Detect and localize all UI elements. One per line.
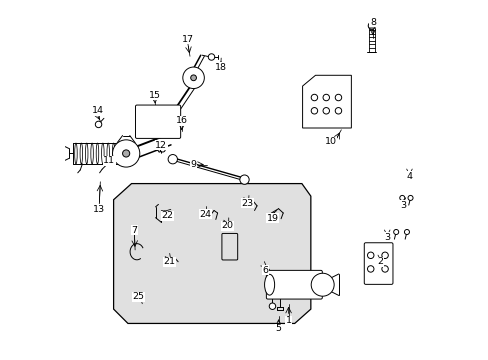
Circle shape <box>367 266 373 272</box>
Text: 2: 2 <box>377 257 383 266</box>
FancyBboxPatch shape <box>266 270 322 299</box>
Circle shape <box>310 108 317 114</box>
Text: 22: 22 <box>161 211 173 220</box>
Circle shape <box>367 252 373 258</box>
Text: 9: 9 <box>190 160 196 169</box>
Circle shape <box>166 261 171 266</box>
Text: 6: 6 <box>262 266 268 275</box>
Circle shape <box>122 150 129 157</box>
FancyBboxPatch shape <box>135 105 180 138</box>
Circle shape <box>269 303 275 310</box>
Circle shape <box>381 266 387 272</box>
Circle shape <box>404 229 408 234</box>
Text: 17: 17 <box>182 35 193 44</box>
Circle shape <box>183 67 204 89</box>
Ellipse shape <box>264 274 274 295</box>
Text: 5: 5 <box>275 324 281 333</box>
Circle shape <box>399 195 404 201</box>
Circle shape <box>168 154 177 164</box>
Circle shape <box>95 121 102 128</box>
Text: 1: 1 <box>285 316 291 325</box>
Text: 13: 13 <box>93 205 105 214</box>
Text: 25: 25 <box>132 292 144 301</box>
Circle shape <box>335 94 341 101</box>
Text: 3: 3 <box>399 201 405 210</box>
Circle shape <box>367 22 375 30</box>
Circle shape <box>323 108 329 114</box>
Text: 3: 3 <box>384 233 389 242</box>
Text: 24: 24 <box>199 210 211 219</box>
Circle shape <box>112 140 140 167</box>
Circle shape <box>208 54 214 60</box>
Text: 23: 23 <box>241 199 253 208</box>
Circle shape <box>310 94 317 101</box>
Text: 20: 20 <box>221 221 233 230</box>
Polygon shape <box>302 75 351 128</box>
Text: 18: 18 <box>214 63 226 72</box>
Circle shape <box>190 75 196 81</box>
FancyBboxPatch shape <box>364 243 392 284</box>
Text: 8: 8 <box>369 18 375 27</box>
Text: 19: 19 <box>266 214 278 223</box>
Circle shape <box>407 195 412 201</box>
Text: 10: 10 <box>324 137 336 146</box>
Text: 16: 16 <box>175 116 187 125</box>
Circle shape <box>160 147 165 152</box>
Circle shape <box>393 229 398 234</box>
Text: 11: 11 <box>103 157 115 166</box>
Text: 15: 15 <box>148 90 161 99</box>
Circle shape <box>310 273 333 296</box>
Text: 4: 4 <box>406 172 411 181</box>
Circle shape <box>323 94 329 101</box>
Circle shape <box>381 252 387 258</box>
Polygon shape <box>113 184 310 323</box>
Circle shape <box>239 175 249 184</box>
Text: 7: 7 <box>131 226 137 235</box>
Text: 14: 14 <box>91 106 103 115</box>
Circle shape <box>335 108 341 114</box>
Text: 12: 12 <box>155 141 167 150</box>
Text: 21: 21 <box>163 257 175 266</box>
